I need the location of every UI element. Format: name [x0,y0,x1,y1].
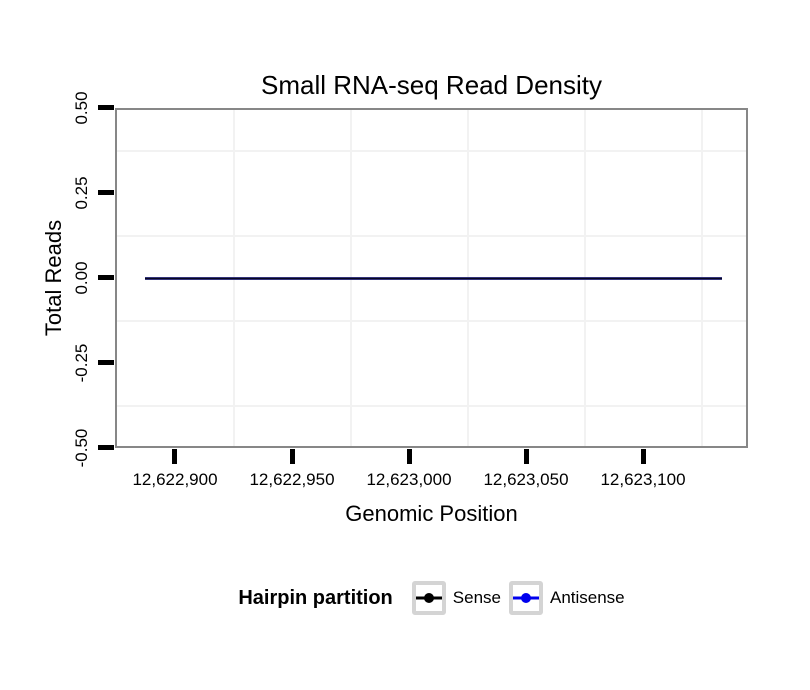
legend: Hairpin partition Sense Antisense [115,578,748,618]
x-tick-label: 12,623,100 [600,470,686,489]
x-tick-mark [524,449,529,464]
plot-panel [115,108,748,448]
x-tick-mark [641,449,646,464]
y-tick-label: 0.00 [72,261,91,295]
antisense-point-icon [520,593,531,603]
legend-label-sense: Sense [452,588,501,607]
y-tick-label: -0.50 [72,428,91,468]
y-tick-mark [98,445,114,450]
x-tick-label: 12,622,900 [132,470,218,489]
legend-entry-sense: Sense [411,581,501,615]
y-tick-label: 0.25 [72,176,91,210]
series-line-sense-antisense-overlap [145,277,722,280]
y-tick-mark [98,360,114,365]
legend-entry-antisense: Antisense [508,581,625,615]
x-tick-mark [172,449,177,464]
y-tick-mark [98,275,114,280]
minor-gridline-horizontal [117,150,746,152]
x-tick-label: 12,623,000 [366,470,452,489]
chart-title: Small RNA-seq Read Density [260,70,602,100]
minor-gridline-horizontal [117,320,746,322]
x-tick-label: 12,622,950 [249,470,335,489]
x-axis-title: Genomic Position [345,501,518,526]
minor-gridline-horizontal [117,235,746,237]
sense-point-icon [423,593,434,603]
x-tick-mark [290,449,295,464]
y-axis-title: Total Reads [41,219,66,337]
legend-title: Hairpin partition [238,586,393,609]
y-tick-label: -0.25 [72,343,91,383]
minor-gridline-horizontal [117,405,746,407]
y-tick-label: 0.50 [72,91,91,125]
legend-key-sense-icon [411,581,446,615]
legend-label-antisense: Antisense [549,588,625,607]
x-tick-label: 12,623,050 [483,470,569,489]
x-tick-mark [407,449,412,464]
legend-key-antisense-icon [508,581,543,615]
y-tick-mark [98,190,114,195]
y-tick-mark [98,105,114,110]
